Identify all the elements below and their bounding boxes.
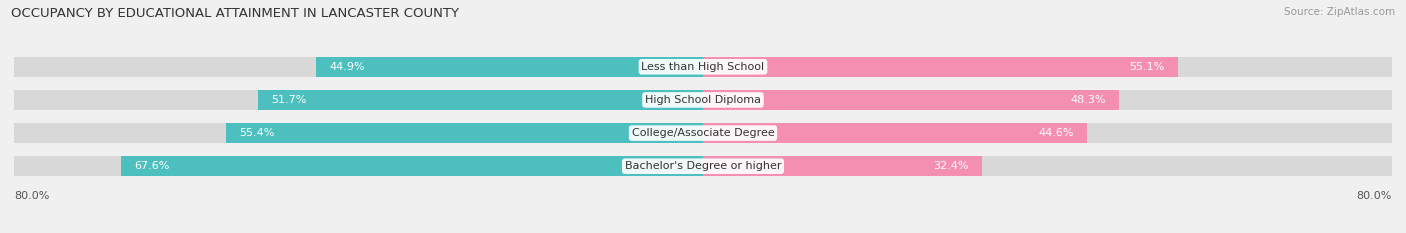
Bar	[703, 156, 981, 176]
Bar	[257, 90, 703, 110]
Text: 44.6%: 44.6%	[1039, 128, 1074, 138]
Bar	[703, 123, 1392, 143]
Bar	[703, 123, 1087, 143]
Bar	[14, 156, 703, 176]
Text: 80.0%: 80.0%	[14, 191, 49, 201]
Bar	[703, 90, 1392, 110]
Text: 67.6%: 67.6%	[134, 161, 169, 171]
Text: College/Associate Degree: College/Associate Degree	[631, 128, 775, 138]
Text: Bachelor's Degree or higher: Bachelor's Degree or higher	[624, 161, 782, 171]
Text: 44.9%: 44.9%	[329, 62, 366, 72]
Bar	[14, 90, 703, 110]
Bar	[14, 123, 703, 143]
Text: 48.3%: 48.3%	[1070, 95, 1107, 105]
Bar	[316, 57, 703, 77]
Bar	[703, 90, 1119, 110]
Bar	[703, 156, 1392, 176]
Text: 32.4%: 32.4%	[934, 161, 969, 171]
Text: 55.1%: 55.1%	[1129, 62, 1164, 72]
Bar	[703, 57, 1177, 77]
Text: High School Diploma: High School Diploma	[645, 95, 761, 105]
Bar	[226, 123, 703, 143]
Text: 51.7%: 51.7%	[271, 95, 307, 105]
Text: 80.0%: 80.0%	[1357, 191, 1392, 201]
Bar	[14, 57, 703, 77]
Text: OCCUPANCY BY EDUCATIONAL ATTAINMENT IN LANCASTER COUNTY: OCCUPANCY BY EDUCATIONAL ATTAINMENT IN L…	[11, 7, 460, 20]
Text: Source: ZipAtlas.com: Source: ZipAtlas.com	[1284, 7, 1395, 17]
Bar	[121, 156, 703, 176]
Bar	[703, 57, 1392, 77]
Text: Less than High School: Less than High School	[641, 62, 765, 72]
Text: 55.4%: 55.4%	[239, 128, 274, 138]
